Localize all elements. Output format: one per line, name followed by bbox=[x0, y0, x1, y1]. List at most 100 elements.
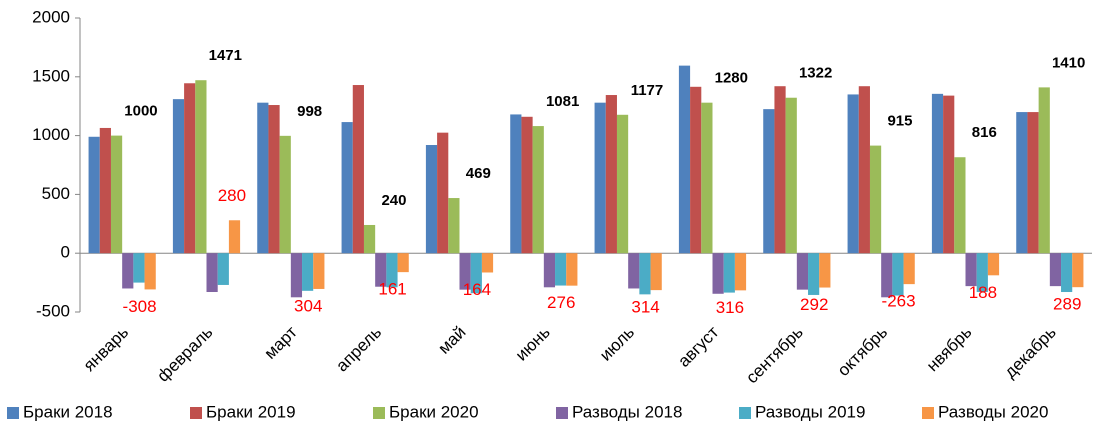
data-label: 304 bbox=[294, 296, 322, 315]
data-label: 164 bbox=[463, 280, 491, 299]
bar bbox=[133, 253, 145, 283]
bar bbox=[555, 253, 567, 286]
data-label: 276 bbox=[547, 293, 575, 312]
bar bbox=[605, 95, 617, 254]
bar bbox=[987, 253, 1000, 276]
data-label: 1322 bbox=[799, 65, 832, 82]
bar bbox=[110, 135, 123, 254]
bar bbox=[341, 122, 353, 254]
y-tick-label: 2000 bbox=[32, 7, 70, 26]
bar bbox=[774, 86, 786, 254]
bar bbox=[616, 114, 629, 254]
legend-label: Браки 2019 bbox=[206, 402, 296, 421]
bar bbox=[437, 132, 449, 254]
bar bbox=[881, 253, 893, 298]
data-label: 161 bbox=[378, 280, 406, 299]
data-label: 1000 bbox=[124, 103, 157, 120]
bar bbox=[594, 102, 606, 254]
data-label: 316 bbox=[716, 298, 744, 317]
bar bbox=[510, 114, 522, 254]
x-tick-label: июль bbox=[596, 322, 638, 364]
bar bbox=[481, 253, 494, 273]
data-label: 1177 bbox=[631, 82, 664, 99]
data-label: 469 bbox=[466, 165, 491, 182]
x-tick-label: август bbox=[674, 322, 722, 370]
bar bbox=[532, 126, 544, 254]
data-label: 292 bbox=[800, 295, 828, 314]
bar bbox=[470, 253, 482, 294]
bar bbox=[386, 253, 398, 288]
bar bbox=[1072, 253, 1084, 288]
legend-label: Разводы 2018 bbox=[572, 402, 682, 421]
bar bbox=[796, 253, 809, 290]
bar bbox=[521, 116, 533, 254]
bar bbox=[712, 253, 724, 294]
bar bbox=[290, 253, 303, 298]
bar bbox=[88, 136, 100, 254]
bar bbox=[144, 253, 156, 290]
legend-label: Разводы 2020 bbox=[938, 402, 1048, 421]
bar bbox=[847, 94, 859, 254]
bar bbox=[375, 253, 387, 287]
data-label: 314 bbox=[631, 298, 659, 317]
data-label: 1280 bbox=[715, 70, 748, 87]
bar bbox=[976, 253, 988, 293]
bar bbox=[459, 253, 471, 290]
bar bbox=[543, 253, 556, 288]
bar bbox=[425, 145, 438, 254]
data-label: 188 bbox=[969, 283, 997, 302]
legend-swatch bbox=[922, 407, 934, 419]
bar bbox=[892, 253, 904, 296]
legend-label: Разводы 2019 bbox=[755, 402, 865, 421]
data-label: 240 bbox=[381, 192, 406, 209]
legend-label: Браки 2018 bbox=[23, 402, 113, 421]
bar bbox=[279, 135, 291, 254]
bar bbox=[943, 95, 955, 254]
x-tick-label: октябрь bbox=[834, 322, 891, 379]
bar bbox=[808, 253, 820, 295]
bar bbox=[678, 65, 691, 254]
legend-swatch bbox=[190, 407, 202, 419]
y-tick-label: 1000 bbox=[32, 125, 70, 144]
x-tick-label: нвябрь bbox=[923, 322, 976, 375]
bar bbox=[858, 86, 870, 254]
bar bbox=[99, 127, 111, 254]
bar bbox=[363, 224, 376, 254]
bar bbox=[566, 253, 578, 286]
legend-swatch bbox=[373, 407, 385, 419]
bar bbox=[650, 253, 662, 291]
bar bbox=[268, 105, 280, 254]
bar bbox=[723, 253, 735, 293]
bar bbox=[195, 80, 207, 254]
data-label: -308 bbox=[123, 297, 157, 316]
bar bbox=[206, 253, 218, 293]
bar bbox=[734, 253, 747, 291]
x-tick-label: сентябрь bbox=[742, 322, 807, 387]
legend-swatch bbox=[7, 407, 19, 419]
bar bbox=[257, 102, 269, 254]
bar bbox=[228, 220, 241, 254]
bar bbox=[628, 253, 640, 289]
bar bbox=[763, 109, 775, 254]
x-tick-label: май bbox=[434, 323, 469, 358]
x-tick-label: март bbox=[261, 322, 301, 362]
x-tick-label: апрель bbox=[332, 322, 385, 375]
x-tick-label: январь bbox=[80, 322, 133, 375]
y-tick-label: 1500 bbox=[32, 66, 70, 85]
legend-label: Браки 2020 bbox=[389, 402, 479, 421]
bar bbox=[903, 253, 915, 285]
bar bbox=[954, 157, 966, 254]
bar bbox=[302, 253, 314, 291]
bar bbox=[184, 83, 196, 254]
data-label: 816 bbox=[972, 124, 997, 141]
data-label: 280 bbox=[218, 186, 246, 205]
bar bbox=[785, 97, 797, 254]
bar bbox=[1038, 87, 1050, 254]
data-label: 1081 bbox=[546, 93, 579, 110]
bar bbox=[352, 85, 364, 254]
bar bbox=[217, 253, 229, 285]
y-tick-label: 0 bbox=[61, 243, 70, 262]
y-tick-label: 500 bbox=[42, 184, 70, 203]
y-tick-label: -500 bbox=[36, 301, 70, 320]
